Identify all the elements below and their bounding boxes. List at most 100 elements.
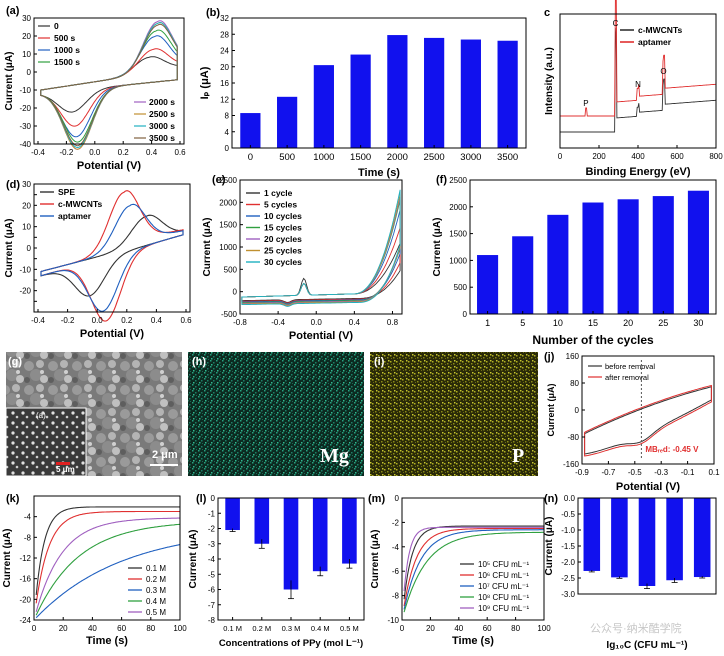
chart-e: (e) Potential (V) Current (μA) -0.8 -0.4 0.0 0… <box>202 174 403 342</box>
y-tick-label-d: 0 <box>27 244 32 253</box>
scale-bar-main <box>150 464 178 466</box>
y-axis-label-d: Current (μA) <box>4 219 15 278</box>
peak-label-c: N <box>635 80 641 89</box>
x-tick-label-j: 0.1 <box>708 468 720 477</box>
x-tick-label-j: -0.5 <box>628 468 642 477</box>
panel-label-l: (l) <box>196 493 207 505</box>
chart-j: MBᵣₑd: -0.45 V (j) Potential (V) Current (μ… <box>544 351 720 493</box>
bar-n-1 <box>611 498 628 578</box>
chart-n: (n) Ig₁₀C (CFU mL⁻¹) Current (μA) -3.0 -2.5 -… <box>544 493 717 651</box>
mg-map-image <box>188 352 364 476</box>
x-tick-label-m: 0 <box>400 624 405 633</box>
x-tick-label-m: 60 <box>483 624 492 633</box>
series-line-d-2 <box>40 203 184 312</box>
bar-f-4 <box>617 199 639 314</box>
panel-label-f: (f) <box>436 174 447 186</box>
x-tick-label-k: 40 <box>88 624 97 633</box>
legend-label-a: 3500 s <box>149 133 175 143</box>
x-axis-label-f: Number of the cycles <box>532 333 654 347</box>
x-tick-label-c: 400 <box>631 152 645 161</box>
chart-k: (k) Time (s) Current (μA) 0 20 40 60 80 100 -24 -2… <box>2 493 187 647</box>
x-tick-label-b: 3500 <box>497 152 518 163</box>
x-axis-label-k: Time (s) <box>86 635 128 647</box>
x-tick-label-j: -0.3 <box>654 468 668 477</box>
legend-label-k: 0.5 M <box>146 608 166 617</box>
panel-label-j: (j) <box>544 351 555 363</box>
chart-l: 0.1 M 0.2 M 0.3 M 0.4 M 0.5 M (l) Concentratio… <box>188 493 365 649</box>
x-tick-label-b: 2500 <box>424 152 445 163</box>
y-axis-label-f: Current (μA) <box>432 218 443 277</box>
legend-label-m: 10⁹ CFU mL⁻¹ <box>478 604 530 613</box>
scale-label-inset: 5 μm <box>56 465 75 474</box>
series-line-e-6 <box>241 189 401 307</box>
series-line-j-1 <box>584 384 712 457</box>
y-tick-label-e: -500 <box>221 310 238 319</box>
y-tick-label-l: -5 <box>208 570 216 579</box>
bar-b-2 <box>313 65 334 148</box>
legend-label-j: after removal <box>605 373 649 382</box>
legend-label-m: 10⁵ CFU mL⁻¹ <box>478 560 529 569</box>
x-tick-label-d: -0.2 <box>61 316 75 325</box>
x-tick-label-e: -0.4 <box>271 318 285 327</box>
y-tick-label-l: -7 <box>208 601 216 610</box>
legend-label-k: 0.1 M <box>146 564 166 573</box>
x-axis-label-c: Binding Energy (eV) <box>585 166 690 178</box>
x-tick-label-c: 200 <box>592 152 606 161</box>
bar-b-4 <box>387 35 408 148</box>
y-tick-label-j: 0 <box>575 406 580 415</box>
y-tick-label-l: -6 <box>208 586 216 595</box>
y-tick-label-d: 10 <box>22 223 31 232</box>
series-line-k-4 <box>35 517 180 612</box>
bar-f-1 <box>512 236 534 314</box>
x-tick-label-l: 0.3 M <box>282 624 301 633</box>
series-line-d-0 <box>40 214 184 297</box>
y-tick-label-l: -1 <box>208 509 216 518</box>
element-label-p: P <box>512 445 524 467</box>
y-tick-label-b: 0 <box>225 144 230 153</box>
y-tick-label-d: -20 <box>19 287 31 296</box>
chart-d: (d) Potential (V) Current (μA) -0.4 -0.2 0.0 0… <box>4 179 192 340</box>
plot-frame-b <box>231 17 527 149</box>
series-line-c-0 <box>560 27 716 133</box>
plot-frame-a <box>33 17 185 145</box>
bar-n-4 <box>693 498 711 578</box>
x-tick-label-f: 30 <box>693 318 703 328</box>
bar-f-2 <box>547 214 569 314</box>
y-tick-label-j: 160 <box>566 352 580 361</box>
y-tick-label-e: 500 <box>224 265 238 274</box>
x-axis-label-m: Time (s) <box>452 635 494 647</box>
annotation-text-j: MBᵣₑd: -0.45 V <box>645 445 699 454</box>
x-tick-label-d: 0.2 <box>121 316 133 325</box>
y-tick-label-b: 8 <box>225 112 230 121</box>
x-tick-label-a: -0.2 <box>60 148 74 157</box>
panel-label-g: (g) <box>8 356 22 368</box>
y-tick-label-k: -20 <box>19 595 31 604</box>
bar-n-3 <box>666 498 683 581</box>
x-tick-label-a: -0.4 <box>31 148 45 157</box>
x-tick-label-b: 500 <box>279 152 295 163</box>
legend-label-a: 2500 s <box>149 109 175 119</box>
x-axis-label-e: Potential (V) <box>289 330 354 342</box>
bar-f-6 <box>687 190 709 314</box>
y-tick-label-l: -4 <box>208 555 216 564</box>
x-tick-label-e: 0.0 <box>311 318 323 327</box>
y-tick-label-m: -6 <box>392 567 400 576</box>
legend-label-d: SPE <box>58 187 75 197</box>
series-line-c-1 <box>560 0 716 117</box>
x-tick-label-k: 20 <box>59 624 68 633</box>
y-tick-label-m: -10 <box>387 616 399 625</box>
y-tick-label-a: -20 <box>19 104 31 113</box>
bar-b-5 <box>424 37 445 148</box>
panel-label-d: (d) <box>6 179 20 191</box>
y-tick-label-d: 20 <box>22 201 31 210</box>
x-tick-label-b: 2000 <box>387 152 408 163</box>
element-label-mg: Mg <box>320 445 349 467</box>
panel-label-c: c <box>544 7 550 19</box>
y-tick-label-n: -0.5 <box>561 510 575 519</box>
y-axis-label-j: Current (μA) <box>546 383 556 436</box>
y-tick-label-d: -10 <box>19 265 31 274</box>
y-tick-label-e: 1000 <box>219 243 237 252</box>
panel-label-k: (k) <box>6 493 20 505</box>
y-tick-label-f: 2500 <box>449 176 467 185</box>
x-tick-label-a: 0.6 <box>174 148 186 157</box>
